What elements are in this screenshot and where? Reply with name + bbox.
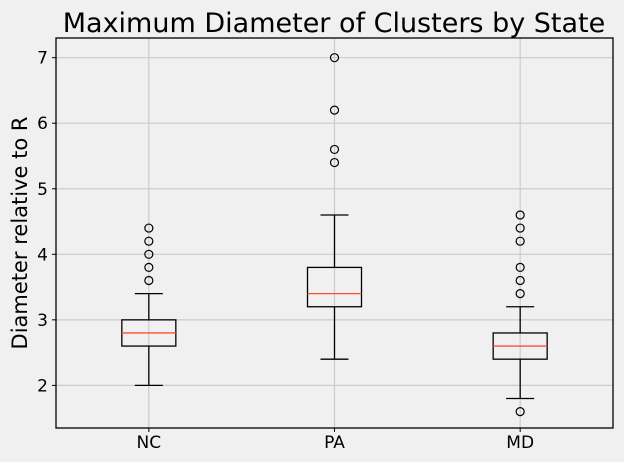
y-tick-label: 7: [37, 49, 48, 69]
y-axis-label: Diameter relative to R: [8, 117, 32, 350]
outlier-point: [144, 275, 154, 286]
outlier-point: [144, 249, 154, 259]
box-group-md: [492, 210, 548, 417]
outlier-point: [515, 262, 525, 273]
box-series: [121, 53, 548, 417]
x-tick-label: NC: [137, 433, 162, 453]
outlier-point: [329, 105, 340, 115]
x-tick-label: MD: [506, 433, 534, 453]
y-tick-label: 2: [37, 376, 48, 396]
y-tick-label: 3: [37, 311, 48, 331]
box-group-pa: [306, 53, 363, 360]
outlier-point: [515, 289, 525, 299]
box-group-nc: [121, 223, 177, 387]
outlier-point: [329, 144, 340, 155]
outlier-point: [515, 210, 525, 220]
chart-title: Maximum Diameter of Clusters by State: [63, 8, 606, 39]
outlier-point: [515, 275, 525, 286]
y-tick-label: 5: [37, 180, 48, 200]
iqr-box: [306, 266, 363, 308]
y-tick-label: 4: [37, 245, 48, 265]
outlier-point: [329, 53, 340, 63]
outlier-point: [515, 223, 525, 233]
outlier-point: [144, 223, 154, 233]
axis-ticks: 2 3 4 5 6 7 NC PA MD: [37, 49, 534, 453]
outlier-point: [144, 236, 154, 246]
x-tick-label: PA: [324, 433, 345, 453]
outlier-point: [515, 236, 525, 246]
outlier-point: [144, 262, 154, 273]
outlier-point: [329, 157, 340, 168]
y-tick-label: 6: [37, 114, 48, 134]
outlier-point: [515, 407, 525, 417]
